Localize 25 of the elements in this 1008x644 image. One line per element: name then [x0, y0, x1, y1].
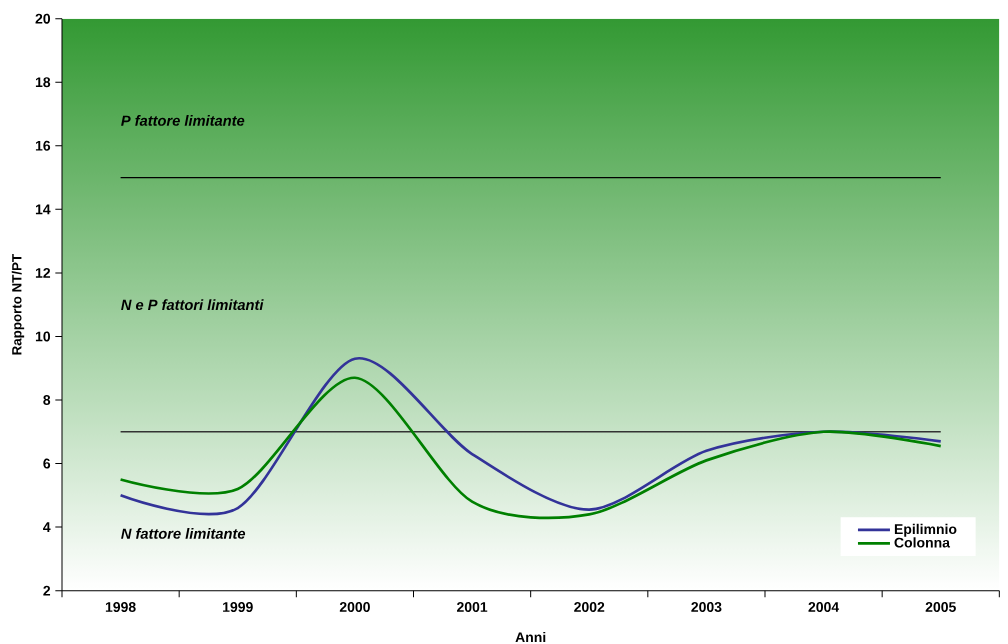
y-tick-label: 16	[35, 140, 51, 151]
annotation: P fattore limitante	[121, 115, 245, 126]
x-tick-label: 1999	[223, 602, 253, 612]
x-axis-title: Anni	[515, 631, 546, 643]
x-tick-label: 2004	[808, 602, 840, 612]
x-tick-label: 2000	[339, 602, 370, 612]
x-tick-label: 2003	[691, 602, 722, 612]
y-tick-label: 18	[35, 77, 51, 88]
x-tick-label: 2002	[574, 602, 605, 612]
x-tick-label: 2001	[456, 602, 488, 612]
y-axis-title: Rapporto NT/PT	[11, 254, 25, 355]
annotation: N e P fattori limitanti	[121, 299, 264, 311]
y-tick-label: 6	[43, 458, 51, 469]
y-tick-label: 2	[43, 585, 51, 596]
y-tick-label: 12	[35, 268, 51, 278]
y-tick-label: 8	[43, 395, 51, 405]
x-tick-label: 2005	[925, 602, 956, 612]
y-tick-label: 14	[35, 204, 51, 215]
y-tick-label: 4	[43, 522, 51, 532]
annotation: N fattore limitante	[121, 528, 246, 539]
legend-label: Colonna	[894, 537, 951, 548]
legend-label: Epilimnio	[894, 523, 957, 537]
y-tick-label: 10	[35, 331, 51, 342]
x-tick-label: 1998	[105, 602, 136, 612]
y-tick-label: 20	[35, 13, 51, 24]
